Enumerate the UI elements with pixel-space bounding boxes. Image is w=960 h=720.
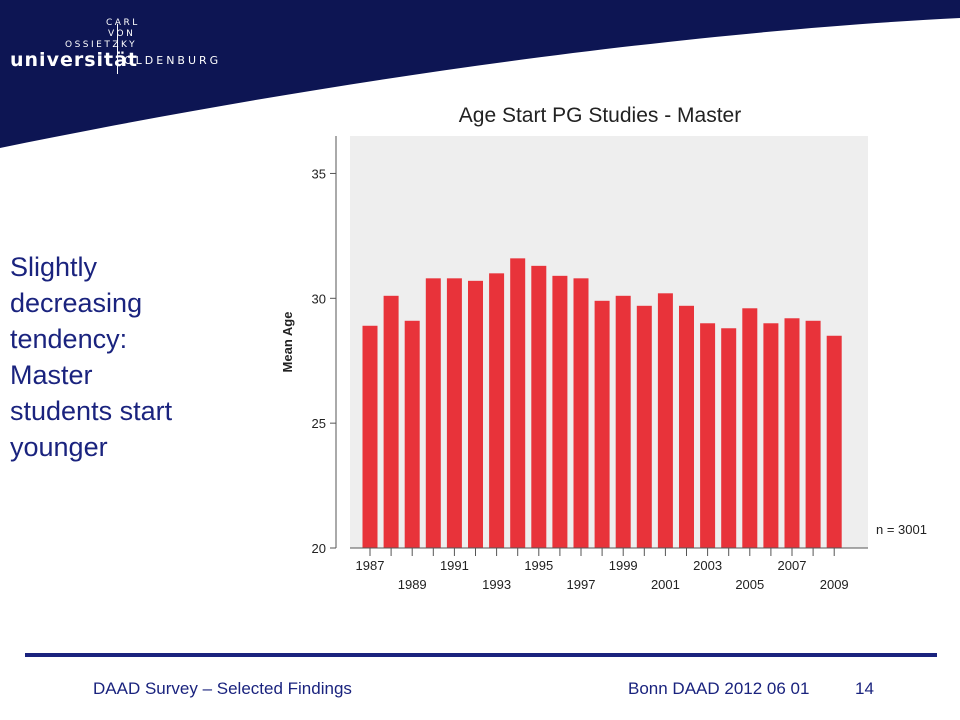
bar-2003 (700, 323, 716, 548)
side-text-line: students start (10, 396, 173, 426)
y-tick-label: 30 (312, 291, 326, 306)
bar-chart: Age Start PG Studies - Master 20 25 30 35 1… (280, 104, 927, 592)
logo-city: OLDENBURG (124, 54, 222, 67)
bar-1989 (404, 320, 420, 548)
logo-line-ossietzky: OSSIETZKY (65, 40, 138, 50)
y-axis-label: Mean Age (280, 312, 295, 373)
side-text-line: younger (10, 432, 108, 462)
page-number: 14 (855, 679, 874, 698)
logo-divider (117, 24, 118, 74)
x-tick-label: 2001 (651, 577, 680, 592)
bar-1988 (383, 295, 399, 548)
bar-1992 (468, 280, 483, 548)
x-tick-label: 1987 (356, 558, 385, 573)
bar-1996 (552, 275, 568, 548)
logo-line-carl: CARL (106, 18, 140, 28)
x-tick-label: 1993 (482, 577, 511, 592)
bar-1987 (362, 325, 378, 548)
logo-name: universität (10, 49, 139, 71)
chart-title: Age Start PG Studies - Master (459, 104, 741, 127)
y-tick-label: 20 (312, 541, 326, 556)
bar-2009 (826, 335, 842, 548)
bar-1991 (446, 278, 462, 548)
x-tick-label: 1999 (609, 558, 638, 573)
bar-2008 (805, 320, 821, 548)
side-text-line: Slightly (10, 252, 98, 282)
x-tick-label: 1989 (398, 577, 427, 592)
bar-1994 (510, 258, 526, 548)
x-tick-label: 2003 (693, 558, 722, 573)
header-banner (0, 0, 960, 148)
footer-rule (25, 653, 937, 657)
footer-date: Bonn DAAD 2012 06 01 (628, 679, 810, 698)
footer-title: DAAD Survey – Selected Findings (93, 679, 352, 698)
university-logo: CARL VON OSSIETZKY universität OLDENBURG (10, 18, 260, 80)
y-tick-label: 35 (312, 166, 326, 181)
x-axis-ticks: 1987 1991 1995 1999 2003 2007 1989 1993 1997 2001… (356, 548, 849, 592)
x-tick-label: 2007 (778, 558, 807, 573)
bar-2001 (657, 293, 673, 548)
bar-1993 (489, 273, 505, 548)
slide-side-text: Slightly decreasing tendency: Master stu… (10, 249, 225, 465)
side-text-line: decreasing (10, 288, 143, 318)
y-axis-ticks: 20 25 30 35 (312, 166, 336, 556)
x-tick-label: 1995 (524, 558, 553, 573)
bar-2002 (679, 305, 694, 548)
y-tick-label: 25 (312, 416, 326, 431)
bar-2004 (721, 328, 737, 548)
bar-1998 (594, 300, 610, 548)
x-tick-label: 1991 (440, 558, 469, 573)
x-tick-label: 2005 (735, 577, 764, 592)
bar-2000 (636, 305, 652, 548)
bar-1997 (573, 278, 589, 548)
bar-1990 (425, 278, 441, 548)
side-text-line: tendency: (10, 324, 128, 354)
bar-series (362, 258, 842, 548)
bar-1999 (615, 295, 631, 548)
sample-size-annotation: n = 3001 (876, 522, 927, 537)
logo-line-von: VON (108, 29, 136, 39)
bar-2006 (763, 323, 779, 548)
x-tick-label: 1997 (567, 577, 596, 592)
bar-2007 (784, 318, 800, 548)
bar-1995 (531, 265, 547, 548)
bar-2005 (742, 308, 758, 548)
side-text-line: Master (10, 360, 93, 390)
x-tick-label: 2009 (820, 577, 849, 592)
